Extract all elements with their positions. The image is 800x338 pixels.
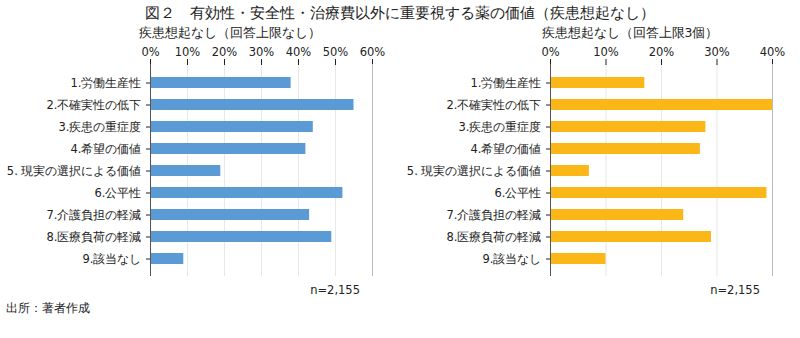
svg-text:8.医療負荷の軽減: 8.医療負荷の軽減 [47,230,142,244]
svg-text:0%: 0% [141,45,159,59]
svg-text:5. 現実の選択による価値: 5. 現実の選択による価値 [407,164,542,178]
svg-text:3.疾患の重症度: 3.疾患の重症度 [59,120,142,134]
svg-text:0%: 0% [541,45,559,59]
svg-text:30%: 30% [704,45,730,59]
html-text:疾患想起なし（回答上限3個）: 疾患想起なし（回答上限3個） [541,25,719,40]
svg-text:5. 現実の選択による価値: 5. 現実の選択による価値 [7,164,142,178]
svg-text:50%: 50% [323,45,349,59]
html-text:図２ 有効性・安全性・治療費以外に重要視する薬の価値（疾患想: 図２ 有効性・安全性・治療費以外に重要視する薬の価値（疾患想起なし） [145,4,655,22]
svg-text:2.不確実性の低下: 2.不確実性の低下 [447,98,542,112]
svg-text:40%: 40% [760,45,786,59]
html-text:疾患想起なし（回答上限なし）: 疾患想起なし（回答上限なし） [139,25,321,40]
html-text:出所：著者作成: 出所：著者作成 [6,301,90,315]
svg-text:9.該当なし: 9.該当なし [83,252,142,266]
svg-text:20%: 20% [212,45,238,59]
svg-text:1.労働生産性: 1.労働生産性 [71,76,142,90]
svg-text:1.労働生産性: 1.労働生産性 [471,76,542,90]
svg-text:60%: 60% [360,45,386,59]
svg-text:10%: 10% [593,45,619,59]
svg-text:4.希望の価値: 4.希望の価値 [471,142,542,156]
svg-text:9.該当なし: 9.該当なし [483,252,542,266]
html-text:n=2,155: n=2,155 [310,283,360,297]
svg-text:7.介護負担の軽減: 7.介護負担の軽減 [47,208,142,222]
svg-text:7.介護負担の軽減: 7.介護負担の軽減 [447,208,542,222]
svg-text:40%: 40% [286,45,312,59]
svg-text:6.公平性: 6.公平性 [95,186,142,200]
html-text:n=2,155: n=2,155 [710,283,760,297]
svg-text:20%: 20% [649,45,675,59]
svg-text:3.疾患の重症度: 3.疾患の重症度 [459,120,542,134]
svg-text:8.医療負荷の軽減: 8.医療負荷の軽減 [447,230,542,244]
svg-text:6.公平性: 6.公平性 [495,186,542,200]
svg-text:4.希望の価値: 4.希望の価値 [71,142,142,156]
svg-text:10%: 10% [175,45,201,59]
svg-text:2.不確実性の低下: 2.不確実性の低下 [47,98,142,112]
svg-text:30%: 30% [249,45,275,59]
